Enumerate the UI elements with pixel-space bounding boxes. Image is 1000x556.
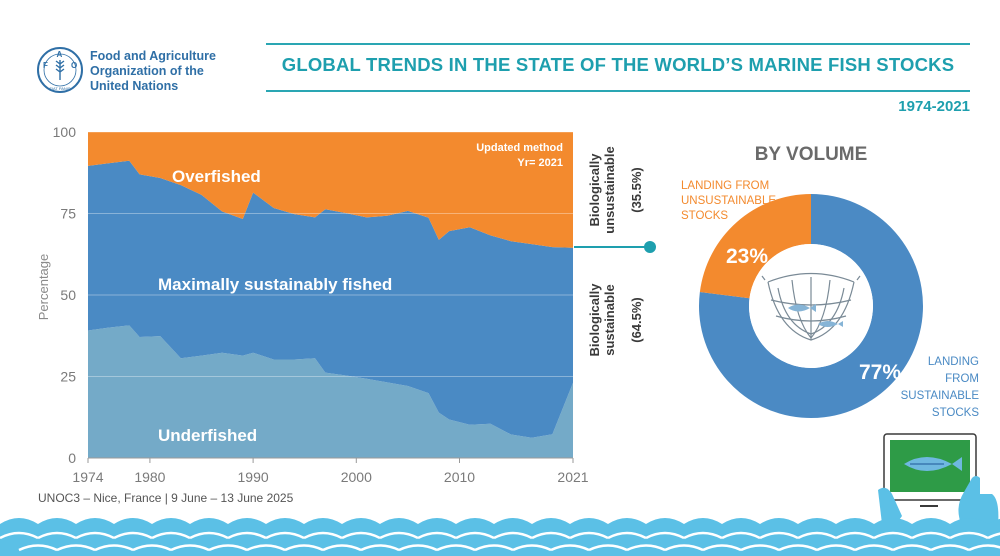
- donut-slice-sustainable: [698, 194, 923, 418]
- x-tick-label: 1980: [134, 469, 165, 485]
- x-tick-label: 2000: [341, 469, 372, 485]
- org-line-2: Organization of the: [90, 64, 204, 78]
- area-max-sustainable: [88, 160, 573, 438]
- x-tick-label: 2010: [444, 469, 475, 485]
- y-tick-label: 25: [60, 369, 76, 385]
- sustainable-pct: (64.5%): [629, 297, 644, 343]
- org-line-3: United Nations: [90, 79, 179, 93]
- logo-letter-a: A: [57, 50, 63, 59]
- hand-right-icon: [958, 476, 999, 526]
- label-biologically-sustainable: Biologically sustainable (64.5%): [587, 283, 644, 357]
- org-name: Food and Agriculture Organization of the…: [90, 49, 270, 94]
- unsustainable-label-line-1: LANDING FROM: [681, 180, 769, 192]
- org-line-1: Food and Agriculture: [90, 49, 216, 63]
- area-label-max-sustainable: Maximally sustainably fished: [158, 275, 392, 294]
- logo-letter-f: F: [43, 61, 48, 70]
- net-fish-icon-2: [818, 321, 843, 327]
- area-overfished: [88, 132, 573, 248]
- hand-left-icon: [878, 487, 902, 525]
- annotation-line-2: Yr= 2021: [517, 157, 563, 169]
- x-tick-label: 2021: [557, 469, 588, 485]
- sustainable-label-line-2: FROM: [945, 373, 979, 385]
- fao-logo: F A O FIAT PANIS: [37, 47, 83, 93]
- grid-lines: [88, 131, 573, 377]
- label-biologically-unsustainable: Biologically unsustainable (35.5%): [587, 146, 644, 233]
- y-tick-label: 0: [68, 450, 76, 466]
- area-layers: [88, 132, 573, 458]
- page-title: GLOBAL TRENDS IN THE STATE OF THE WORLD’…: [281, 54, 955, 75]
- unsustainable-label-line-2: UNSUSTAINABLE: [681, 195, 776, 207]
- sustainable-label-line-4: STOCKS: [932, 407, 979, 419]
- unsustainable-label-line-3: STOCKS: [681, 210, 728, 222]
- year-range: 1974-2021: [898, 98, 970, 115]
- slice-value-unsustainable: 23%: [726, 245, 768, 268]
- slice-label-unsustainable: LANDING FROM UNSUSTAINABLE STOCKS: [681, 180, 776, 222]
- fishing-net-icon: [761, 272, 861, 341]
- footer-text: UNOC3 – Nice, France | 9 June – 13 June …: [38, 491, 294, 505]
- unsustainable-line-2: unsustainable: [602, 146, 617, 233]
- computer-fish-illustration: [878, 433, 999, 526]
- x-tick-label: 1974: [72, 469, 103, 485]
- annotation-line-1: Updated method: [476, 142, 563, 154]
- x-axis-ticks: 1974 1980 1990 2000 2010 2021: [72, 458, 589, 485]
- y-axis-ticks: 0 25 50 75 100: [53, 124, 77, 466]
- area-label-underfished: Underfished: [158, 426, 257, 445]
- area-underfished: [88, 325, 573, 458]
- donut-chart: BY VOLUME 77% 23% LANDING FROM UNSUSTAIN…: [681, 144, 980, 419]
- x-tick-label: 1990: [238, 469, 269, 485]
- sustainable-label-line-3: SUSTAINABLE: [901, 390, 980, 402]
- y-axis-label: Percentage: [36, 254, 51, 321]
- donut-title: BY VOLUME: [755, 144, 868, 165]
- sustainable-line-1: Biologically: [587, 283, 602, 357]
- wave-decoration: [0, 518, 1000, 556]
- title-rule-top: [266, 43, 970, 45]
- unsustainable-pct: (35.5%): [629, 167, 644, 213]
- stacked-area-chart: 0 25 50 75 100 1974 1980 1990 2000 2010 2021 Perc…: [36, 124, 656, 485]
- area-label-overfished: Overfished: [172, 167, 261, 186]
- sustainable-line-2: sustainable: [602, 284, 617, 356]
- slice-label-sustainable: LANDING FROM SUSTAINABLE STOCKS: [901, 356, 980, 419]
- title-rule-bottom: [266, 90, 970, 92]
- logo-letter-o: O: [71, 61, 77, 70]
- y-tick-label: 75: [60, 206, 76, 222]
- bracket-dot: [644, 241, 656, 253]
- logo-motto: FIAT PANIS: [49, 86, 70, 91]
- y-tick-label: 50: [60, 287, 76, 303]
- slice-value-sustainable: 77%: [859, 361, 901, 384]
- unsustainable-line-1: Biologically: [587, 153, 602, 227]
- sustainable-label-line-1: LANDING: [928, 356, 979, 368]
- net-fish-icon-1: [788, 304, 816, 312]
- donut-slice-unsustainable: [699, 193, 811, 299]
- y-tick-label: 100: [53, 124, 77, 140]
